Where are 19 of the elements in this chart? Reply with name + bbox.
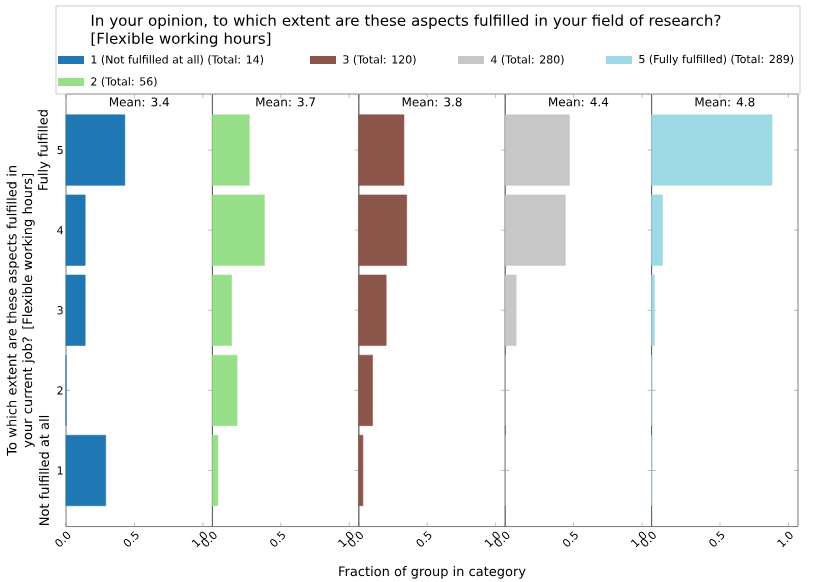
bar (504, 194, 566, 266)
bar (212, 194, 265, 266)
bar (212, 354, 238, 426)
bar (651, 114, 773, 186)
bar (651, 194, 663, 266)
bar (358, 114, 405, 186)
bar (504, 274, 517, 346)
bar (65, 194, 86, 266)
bar (504, 114, 570, 186)
bar (212, 274, 232, 346)
bar (358, 194, 407, 266)
bar (65, 114, 126, 186)
bar (212, 434, 219, 507)
bar (358, 354, 373, 426)
bar (65, 434, 106, 507)
bar (358, 274, 387, 346)
bar (358, 434, 364, 507)
bar (212, 114, 250, 186)
bar (65, 274, 86, 346)
